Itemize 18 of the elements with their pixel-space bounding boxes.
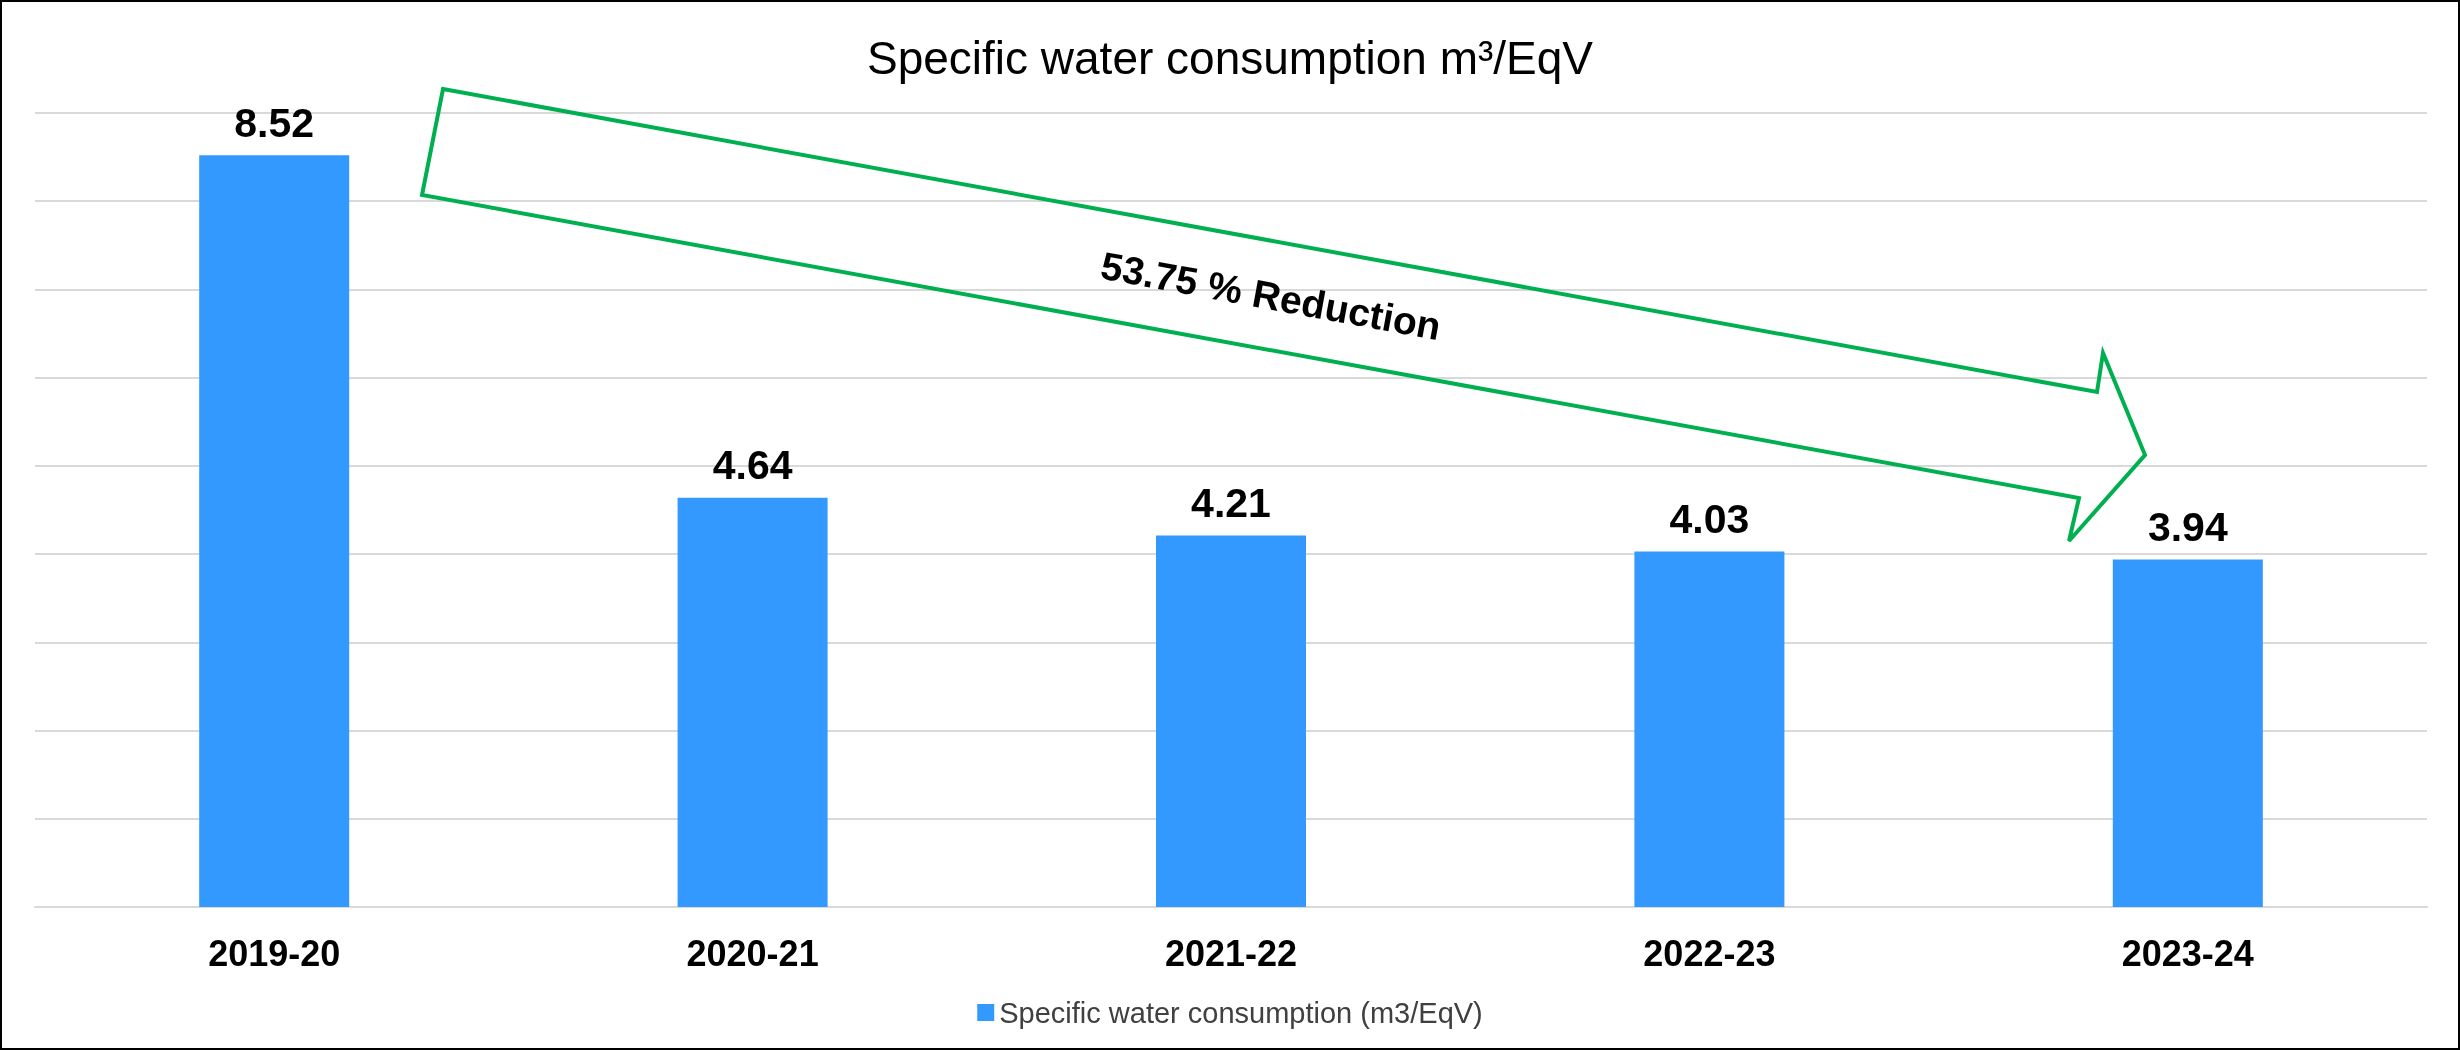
x-tick-label: 2022-23: [1643, 932, 1776, 974]
legend-label: Specific water consumption (m3/EqV): [999, 996, 1483, 1029]
data-label: 8.52: [234, 99, 315, 146]
annotation: 53.75 % Reduction: [1097, 243, 1445, 349]
chart-title: Specific water consumption m³/EqV: [866, 32, 1594, 84]
bar: [199, 155, 350, 907]
bar: [677, 497, 828, 907]
x-tick-label: 2023-24: [2121, 932, 2254, 974]
data-label: 4.64: [712, 442, 793, 489]
data-label: 4.03: [1669, 495, 1750, 542]
x-tick-label: 2021-22: [1164, 932, 1298, 974]
x-tick-label: 2020-21: [686, 932, 819, 974]
data-label: 4.21: [1191, 480, 1271, 527]
bar: [1634, 551, 1785, 907]
data-label: 3.94: [2147, 503, 2228, 550]
x-tick-label: 2019-20: [208, 932, 341, 974]
bar: [1156, 535, 1306, 907]
bar: [2112, 559, 2263, 907]
